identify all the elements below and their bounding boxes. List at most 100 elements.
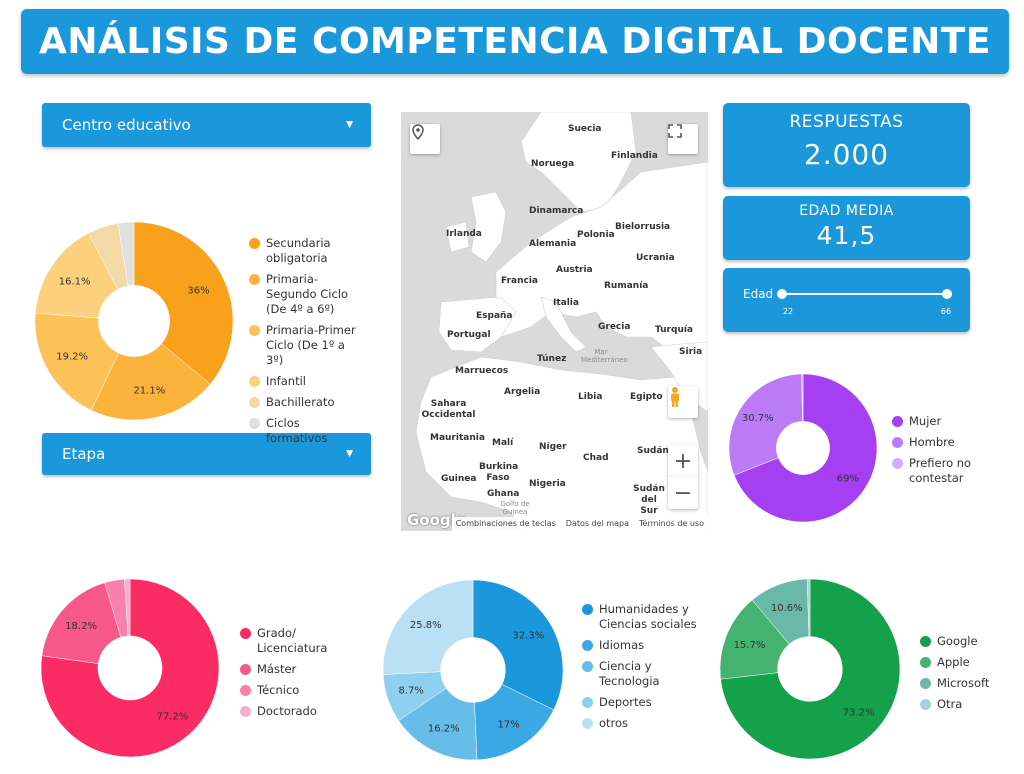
legend-item-genero-2[interactable]: Prefiero no contestar	[892, 456, 997, 486]
map-data-link[interactable]: Datos del mapa	[565, 519, 630, 528]
map-label: España	[476, 311, 513, 321]
map[interactable]: Suecia Finlandia Noruega Dinamarca Irlan…	[401, 112, 708, 531]
legend-item-genero-1[interactable]: Hombre	[892, 435, 997, 450]
etapa-label: Etapa	[62, 445, 106, 463]
zoom-out-button[interactable]: −	[668, 477, 698, 509]
slice-genero-0[interactable]	[733, 373, 878, 523]
map-label: Túnez	[537, 354, 567, 364]
edad-slider-max: 66	[940, 307, 952, 316]
legend-label: Ciencia y Tecnologia	[599, 659, 660, 688]
edad-slider-track[interactable]	[782, 293, 948, 295]
legend-item-centro-5[interactable]: Ciclos formativos	[249, 416, 364, 446]
slice-titulacion-1[interactable]	[41, 582, 122, 664]
legend-swatch	[249, 397, 260, 408]
legend-item-titulacion-1[interactable]: Máster	[240, 662, 350, 677]
map-label: Sudán del Sur	[633, 484, 665, 516]
map-label: Nigeria	[529, 479, 566, 489]
slice-so-0[interactable]	[720, 578, 901, 760]
legend-item-centro-2[interactable]: Primaria-Primer Ciclo (De 1º a 3º)	[249, 323, 364, 368]
slice-centro-5[interactable]	[117, 221, 135, 287]
map-fullscreen-button[interactable]	[668, 124, 698, 154]
map-label: Suecia	[568, 124, 602, 134]
map-label: Ucrania	[636, 253, 675, 263]
legend-label: Deportes	[599, 695, 652, 709]
edad-slider-min-handle[interactable]	[777, 289, 787, 299]
edad-slider-card: Edad 22 66	[723, 268, 970, 332]
legend-item-so-1[interactable]: Apple	[920, 655, 1010, 670]
legend-swatch	[249, 238, 260, 249]
legend-label: Bachillerato	[266, 395, 335, 409]
legend-swatch	[240, 664, 251, 675]
slice-area-4[interactable]	[382, 579, 474, 675]
so-donut-chart: 73.2% 15.7% 10.6%	[719, 578, 901, 760]
map-label: Argelia	[504, 387, 541, 397]
map-label: Ghana	[487, 489, 520, 499]
legend-swatch	[240, 706, 251, 717]
legend-item-area-0[interactable]: Humanidades y Ciencias sociales	[582, 602, 697, 632]
etapa-dropdown[interactable]: Etapa ▼	[42, 433, 371, 475]
legend-item-so-2[interactable]: Microsoft	[920, 676, 1010, 691]
slice-centro-2[interactable]	[34, 312, 119, 411]
slice-label-titulacion-0: 77.2%	[156, 712, 188, 723]
slice-label-area-3: 8.7%	[398, 686, 423, 697]
centro-educativo-dropdown[interactable]: Centro educativo ▼	[42, 103, 371, 147]
slice-label-so-2: 10.6%	[771, 603, 803, 614]
centro-educativo-label: Centro educativo	[62, 116, 191, 134]
slice-area-0[interactable]	[472, 579, 564, 711]
caret-down-icon: ▼	[346, 449, 353, 459]
keyboard-shortcuts-link[interactable]: Combinaciones de teclas	[455, 519, 556, 528]
slice-so-3[interactable]	[806, 578, 811, 637]
legend-swatch	[920, 636, 931, 647]
titulacion-legend: Grado/ Licenciatura Máster Técnico Doctorad…	[240, 626, 350, 725]
legend-item-centro-1[interactable]: Primaria-Segundo Ciclo (De 4º a 6º)	[249, 272, 364, 317]
slice-centro-3[interactable]	[35, 232, 118, 319]
legend-item-centro-0[interactable]: Secundaria obligatoria	[249, 236, 364, 266]
street-view-button[interactable]	[668, 386, 698, 418]
map-label: Bielorrusia	[615, 222, 671, 232]
slice-area-2[interactable]	[398, 687, 478, 761]
slice-titulacion-3[interactable]	[124, 578, 131, 637]
map-label: Dinamarca	[529, 206, 584, 216]
legend-item-centro-3[interactable]: Infantil	[249, 374, 364, 389]
genero-legend: Mujer Hombre Prefiero no contestar	[892, 414, 997, 492]
legend-item-titulacion-2[interactable]: Técnico	[240, 683, 350, 698]
slice-label-area-4: 25.8%	[410, 620, 442, 631]
legend-swatch	[582, 718, 593, 729]
legend-item-centro-4[interactable]: Bachillerato	[249, 395, 364, 410]
map-label: Irlanda	[446, 229, 482, 239]
legend-item-area-3[interactable]: Deportes	[582, 695, 697, 710]
slice-centro-1[interactable]	[90, 343, 211, 421]
legend-swatch	[892, 437, 903, 448]
map-label: Portugal	[447, 330, 491, 340]
map-land-britain	[470, 191, 507, 263]
slice-genero-2[interactable]	[801, 373, 804, 422]
terms-link[interactable]: Términos de uso	[639, 519, 704, 528]
map-land-scandinavia	[520, 112, 637, 213]
slice-so-1[interactable]	[719, 599, 790, 680]
slice-area-1[interactable]	[474, 684, 555, 761]
legend-swatch	[582, 640, 593, 651]
map-land-ireland	[445, 221, 470, 253]
legend-item-titulacion-0[interactable]: Grado/ Licenciatura	[240, 626, 350, 656]
slice-centro-0[interactable]	[133, 221, 234, 385]
legend-item-titulacion-3[interactable]: Doctorado	[240, 704, 350, 719]
legend-item-so-0[interactable]: Google	[920, 634, 1010, 649]
edad-slider-max-handle[interactable]	[942, 289, 952, 299]
so-legend: Google Apple Microsoft Otra	[920, 634, 1010, 718]
legend-swatch	[240, 628, 251, 639]
legend-item-area-2[interactable]: Ciencia y Tecnologia	[582, 659, 697, 689]
fullscreen-icon	[668, 124, 682, 138]
map-label: Sudán	[637, 446, 669, 456]
legend-item-so-3[interactable]: Otra	[920, 697, 1010, 712]
zoom-in-button[interactable]: +	[668, 445, 698, 477]
legend-item-area-4[interactable]: otros	[582, 716, 697, 731]
map-location-button[interactable]	[410, 124, 440, 154]
slice-genero-1[interactable]	[728, 373, 803, 476]
legend-item-area-1[interactable]: Idiomas	[582, 638, 697, 653]
map-label: Alemania	[529, 239, 577, 249]
legend-item-genero-0[interactable]: Mujer	[892, 414, 997, 429]
legend-swatch	[240, 685, 251, 696]
slice-titulacion-0[interactable]	[40, 578, 220, 758]
slice-label-so-1: 15.7%	[734, 640, 766, 651]
slice-label-titulacion-1: 18.2%	[65, 621, 97, 632]
